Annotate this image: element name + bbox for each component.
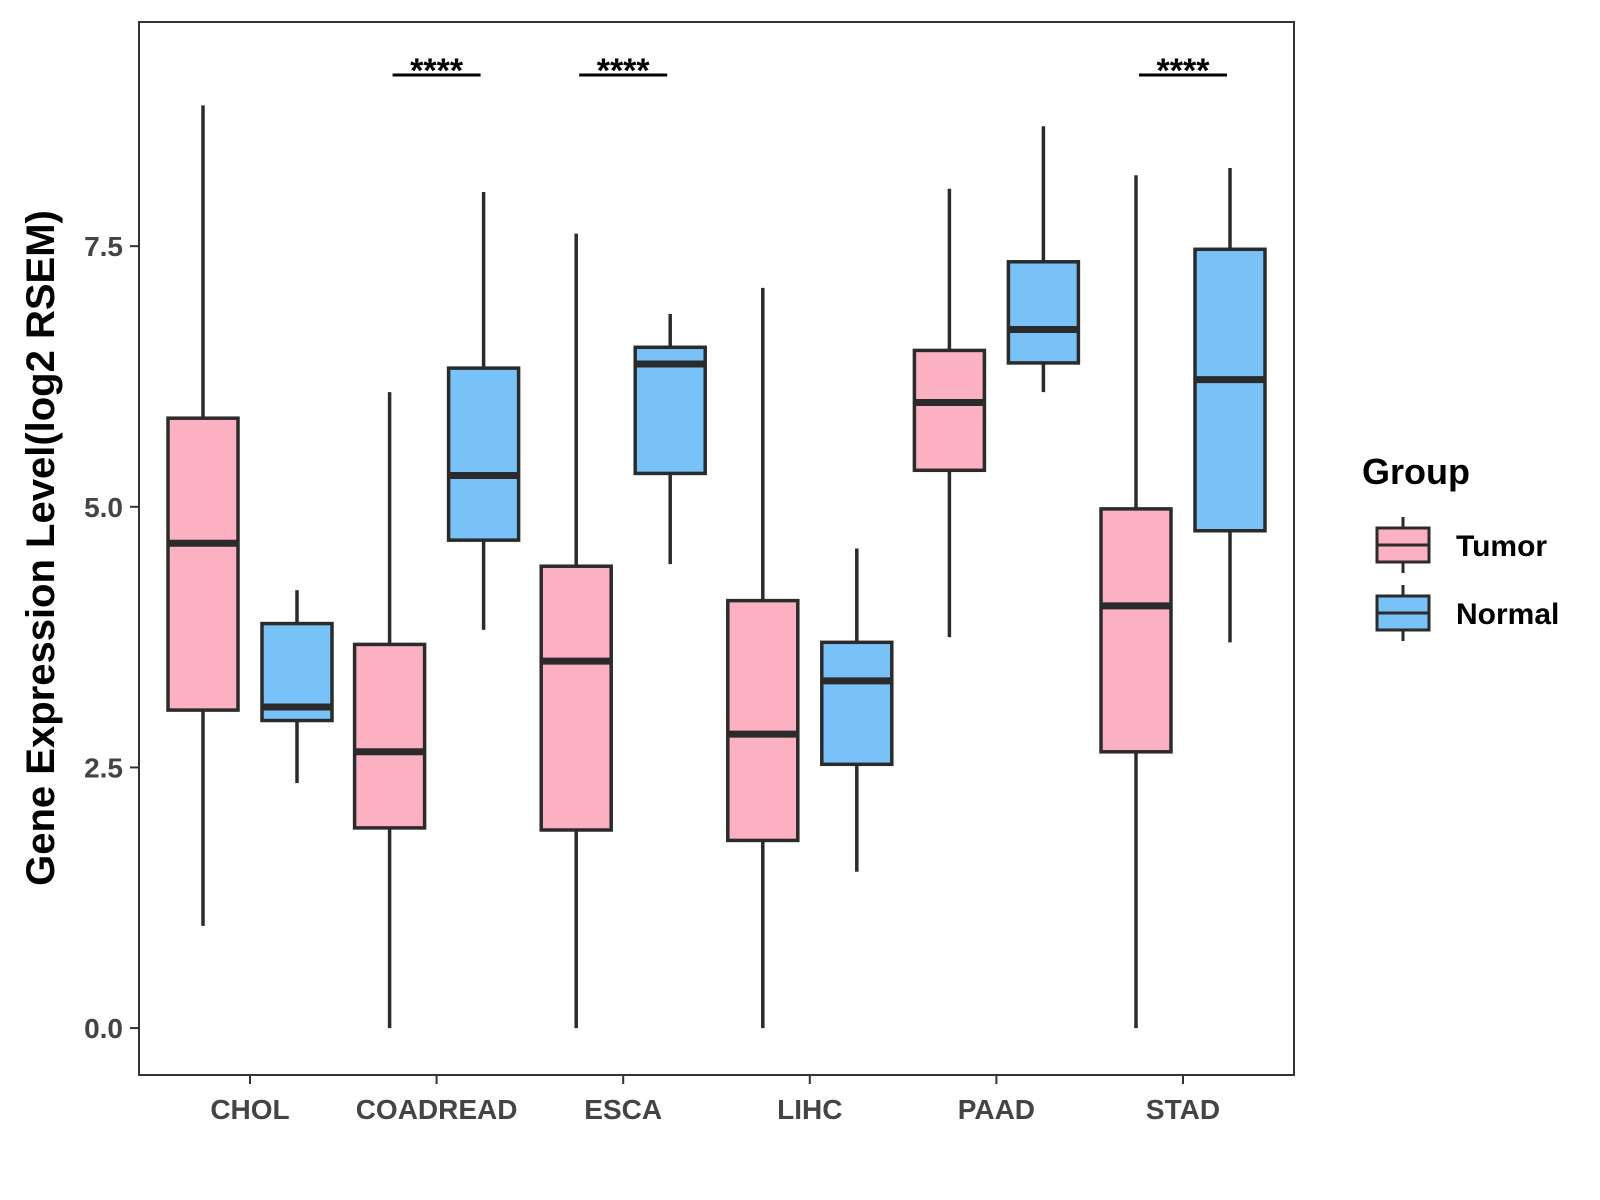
box-body xyxy=(446,366,521,542)
box-normal-stad xyxy=(1193,167,1267,643)
legend: Group Tumor Normal xyxy=(1362,451,1559,641)
box-body xyxy=(633,345,707,476)
x-tick-label: LIHC xyxy=(777,1094,842,1125)
x-tick-label: CHOL xyxy=(210,1094,289,1125)
y-axis: 0.0 2.5 5.0 7.5 xyxy=(84,231,139,1044)
box-body xyxy=(1006,260,1081,365)
x-tick-label: PAAD xyxy=(958,1094,1035,1125)
box-tumor-lihc xyxy=(726,287,800,1029)
legend-label: Normal xyxy=(1456,598,1559,631)
box-body xyxy=(539,564,613,832)
box-body xyxy=(1099,507,1173,754)
box-body xyxy=(352,642,427,830)
significance-label: **** xyxy=(597,52,651,90)
box-normal-chol xyxy=(260,590,334,784)
box-tumor-stad xyxy=(1099,175,1173,1029)
x-axis: CHOL COADREAD ESCA LIHC PAAD STAD xyxy=(210,1075,1220,1125)
box-tumor-chol xyxy=(166,105,240,926)
significance-label: **** xyxy=(410,52,464,90)
box-tumor-coadread xyxy=(352,392,427,1029)
y-axis-title: Gene Expression Level(log2 RSEM) xyxy=(19,210,63,886)
x-tick-label: STAD xyxy=(1146,1094,1220,1125)
box-tumor-paad xyxy=(912,188,987,638)
legend-entry-normal: Normal xyxy=(1375,585,1559,641)
box-normal-esca xyxy=(633,313,707,565)
box-body xyxy=(166,416,240,712)
y-tick-label: 7.5 xyxy=(84,231,123,262)
box-normal-lihc xyxy=(820,548,894,872)
x-tick-label: ESCA xyxy=(584,1094,662,1125)
y-tick-label: 5.0 xyxy=(84,492,123,523)
legend-title: Group xyxy=(1362,451,1470,492)
significance-annotations: **** **** **** xyxy=(392,52,1227,90)
y-tick-label: 2.5 xyxy=(84,752,123,783)
box-body xyxy=(726,598,800,843)
y-tick-label: 0.0 xyxy=(84,1013,123,1044)
box-normal-coadread xyxy=(446,191,521,630)
box-body xyxy=(1193,247,1267,533)
legend-label: Tumor xyxy=(1456,530,1547,563)
box-normal-paad xyxy=(1006,126,1081,393)
significance-label: **** xyxy=(1157,52,1211,90)
boxes-group xyxy=(166,105,1267,1029)
legend-entry-tumor: Tumor xyxy=(1375,517,1547,573)
box-body xyxy=(820,640,894,767)
x-tick-label: COADREAD xyxy=(356,1094,518,1125)
box-tumor-esca xyxy=(539,233,613,1029)
box-body xyxy=(912,348,987,473)
